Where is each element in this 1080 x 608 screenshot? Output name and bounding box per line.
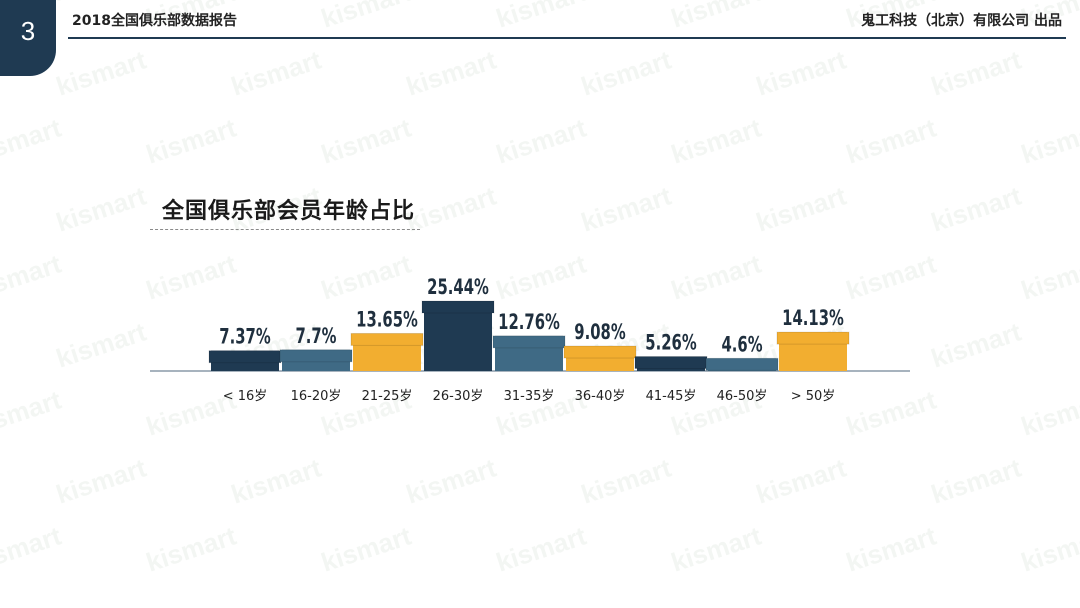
bar-value-label: 25.44%	[427, 275, 489, 299]
bar-value-label: 7.7%	[295, 324, 336, 348]
company-credit: 鬼工科技（北京）有限公司 出品	[861, 13, 1062, 29]
category-label: 26-30岁	[433, 389, 484, 404]
bar-lid	[492, 335, 566, 349]
bar-lid	[350, 332, 424, 346]
category-label: > 50岁	[791, 389, 836, 404]
slide-number-tab: 3	[0, 0, 56, 76]
report-title: 2018全国俱乐部数据报告	[72, 13, 237, 29]
category-label: < 16岁	[223, 389, 268, 404]
bar-lid	[705, 357, 779, 371]
slide-number: 3	[20, 16, 36, 46]
bar-lid	[634, 356, 708, 370]
chart-title: 全国俱乐部会员年龄占比	[162, 199, 416, 224]
bar-lid	[421, 300, 495, 314]
bar-value-label: 9.08%	[574, 320, 625, 344]
bar-lid	[776, 331, 850, 345]
bar-lid	[279, 349, 353, 363]
bar-value-label: 14.13%	[782, 307, 844, 331]
category-label: 46-50岁	[717, 389, 768, 404]
category-label: 21-25岁	[362, 389, 413, 404]
category-label: 16-20岁	[291, 389, 342, 404]
bar-value-label: 12.76%	[498, 310, 560, 334]
category-label: 31-35岁	[504, 389, 555, 404]
header-divider	[68, 37, 1066, 39]
category-label: 41-45岁	[646, 389, 697, 404]
chart-title-underline	[150, 229, 420, 230]
bar-value-label: 4.6%	[721, 333, 762, 357]
bar-lid	[208, 350, 282, 364]
category-label: 36-40岁	[575, 389, 626, 404]
bar-value-label: 5.26%	[645, 331, 696, 355]
bar-lid	[563, 345, 637, 359]
bar-value-label: 13.65%	[356, 308, 418, 332]
bar-value-label: 7.37%	[219, 325, 270, 349]
